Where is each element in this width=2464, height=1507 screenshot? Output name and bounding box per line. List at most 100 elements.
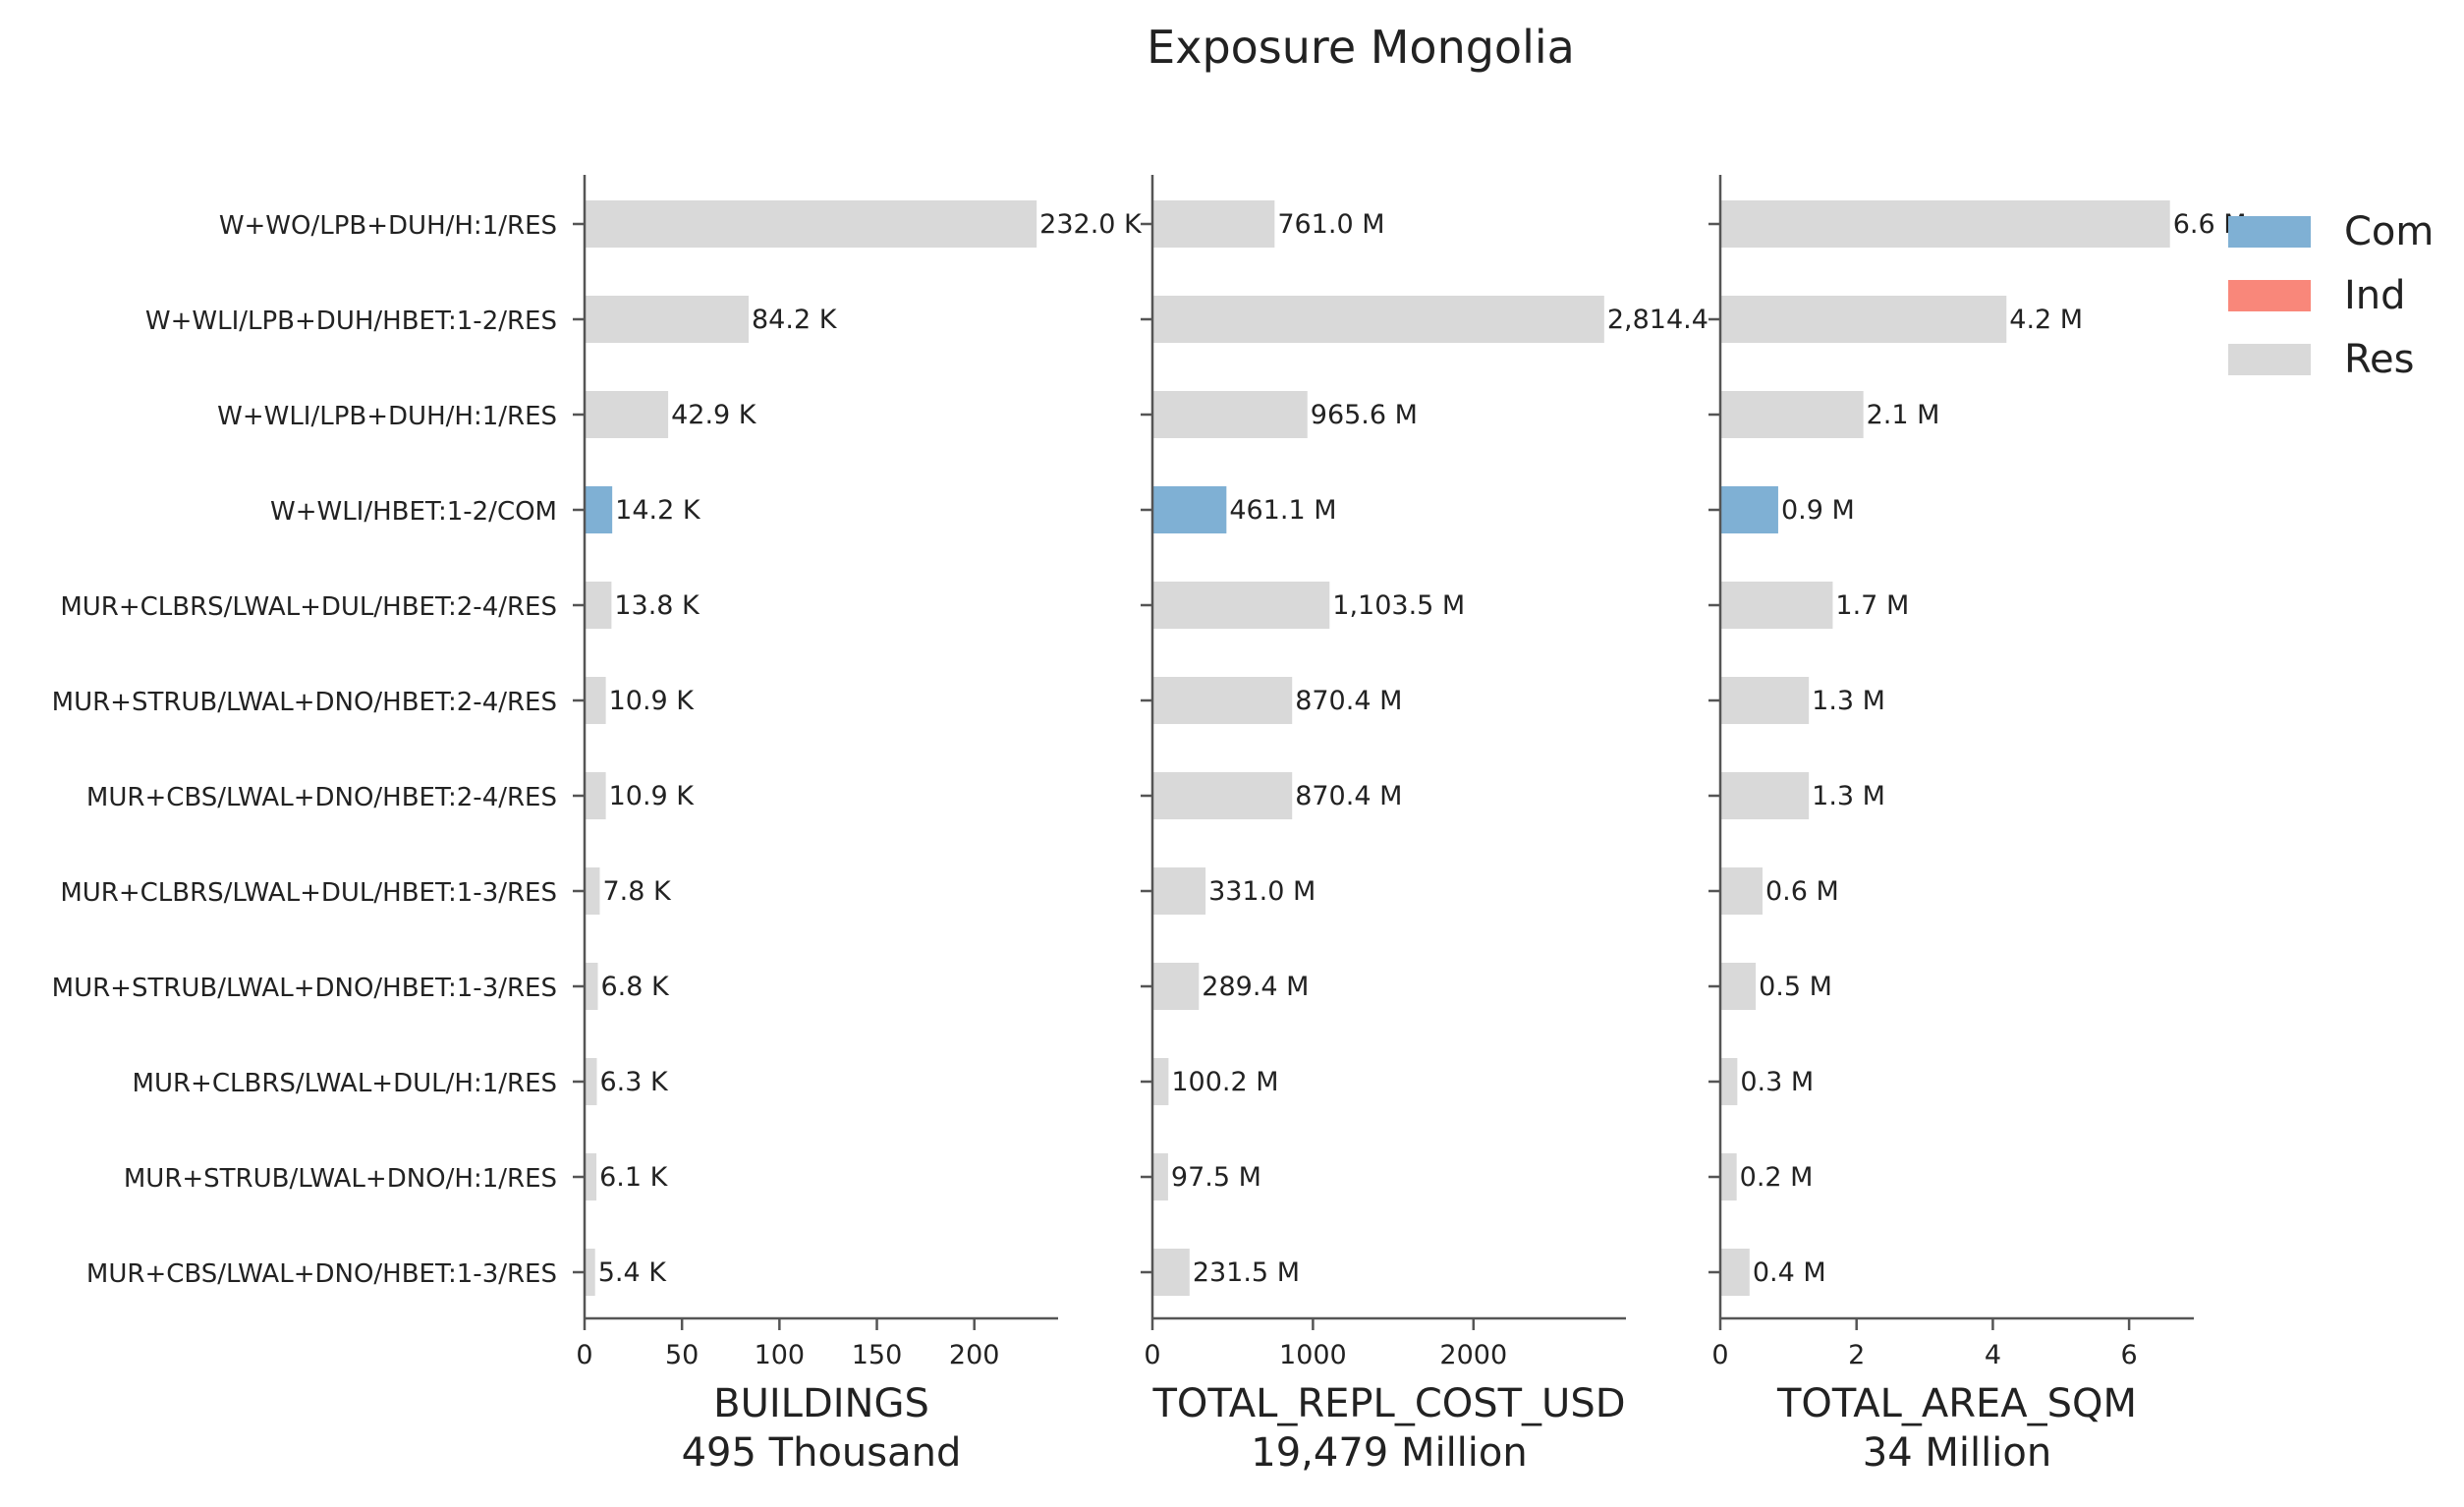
value-label: 97.5 M: [1171, 1162, 1261, 1193]
bar: [1152, 867, 1206, 915]
x-axis-label: TOTAL_REPL_COST_USD: [1151, 1381, 1625, 1426]
bar: [1720, 772, 1810, 819]
bar: [1152, 391, 1308, 438]
bar: [1152, 486, 1227, 533]
panel-1: 232.0 K 84.2 K 42.9 K 14.2 K 13.8 K 10.9 K 10.…: [573, 175, 1143, 1476]
legend-label: Com: [2344, 209, 2434, 254]
value-label: 2.1 M: [1867, 400, 1940, 430]
value-label: 6.8 K: [600, 972, 670, 1002]
value-label: 331.0 M: [1208, 876, 1316, 907]
value-label: 6.3 K: [599, 1067, 669, 1097]
value-label: 13.8 K: [614, 590, 700, 621]
x-tick-label: 100: [755, 1340, 806, 1370]
x-tick-label: 2: [1848, 1340, 1865, 1370]
bar: [1152, 200, 1275, 248]
legend-swatch: [2228, 216, 2311, 248]
category-label: MUR+CBS/LWAL+DNO/HBET:2-4/RES: [86, 783, 557, 812]
bar: [585, 963, 598, 1010]
legend-label: Ind: [2344, 273, 2406, 318]
bar: [1720, 296, 2007, 343]
category-label: MUR+CLBRS/LWAL+DUL/HBET:2-4/RES: [60, 592, 557, 622]
bar: [585, 200, 1037, 248]
x-axis-label: TOTAL_AREA_SQM: [1776, 1381, 2137, 1426]
x-tick-label: 2000: [1439, 1340, 1507, 1370]
bar: [585, 582, 612, 629]
value-label: 7.8 K: [602, 876, 672, 907]
bar: [585, 391, 669, 438]
bar: [1720, 200, 2170, 248]
bar: [1152, 296, 1604, 343]
bar: [1720, 867, 1763, 915]
x-tick-label: 0: [1144, 1340, 1160, 1370]
value-label: 0.3 M: [1740, 1067, 1814, 1097]
legend-swatch: [2228, 280, 2311, 311]
x-tick-label: 6: [2121, 1340, 2138, 1370]
bar: [1720, 677, 1810, 724]
value-label: 0.6 M: [1765, 876, 1839, 907]
bar: [1720, 1249, 1750, 1296]
value-label: 42.9 K: [671, 400, 757, 430]
total-label: 495 Thousand: [682, 1430, 962, 1476]
bar: [1720, 1058, 1738, 1105]
bar: [1152, 1058, 1169, 1105]
value-label: 232.0 K: [1039, 209, 1143, 240]
category-label: MUR+CBS/LWAL+DNO/HBET:1-3/RES: [86, 1259, 557, 1289]
bar: [1152, 1249, 1190, 1296]
value-label: 1.3 M: [1812, 781, 1885, 811]
value-label: 0.5 M: [1759, 972, 1832, 1002]
chart-title: Exposure Mongolia: [1147, 21, 1575, 74]
legend-swatch: [2228, 344, 2311, 375]
value-label: 1,103.5 M: [1332, 590, 1465, 621]
x-tick-label: 0: [576, 1340, 592, 1370]
bar: [585, 772, 606, 819]
value-label: 231.5 M: [1193, 1257, 1300, 1288]
category-label: MUR+CLBRS/LWAL+DUL/H:1/RES: [133, 1069, 557, 1098]
bar: [585, 1058, 597, 1105]
bar: [1152, 963, 1200, 1010]
value-label: 870.4 M: [1295, 781, 1402, 811]
bar: [1720, 963, 1757, 1010]
value-label: 965.6 M: [1311, 400, 1418, 430]
category-label: MUR+STRUB/LWAL+DNO/HBET:1-3/RES: [52, 974, 557, 1003]
legend-label: Res: [2344, 337, 2414, 382]
category-label: MUR+CLBRS/LWAL+DUL/HBET:1-3/RES: [60, 878, 557, 908]
bar: [1152, 677, 1293, 724]
value-label: 14.2 K: [615, 495, 701, 526]
category-label: W+WLI/LPB+DUH/H:1/RES: [217, 402, 557, 431]
bar: [585, 867, 600, 915]
bar: [585, 1153, 597, 1200]
value-label: 289.4 M: [1202, 972, 1309, 1002]
bar: [585, 296, 750, 343]
value-label: 761.0 M: [1277, 209, 1384, 240]
bar: [585, 486, 613, 533]
total-label: 19,479 Million: [1251, 1430, 1527, 1476]
total-label: 34 Million: [1863, 1430, 2051, 1476]
value-label: 4.2 M: [2009, 305, 2083, 335]
legend: Com Ind Res: [2228, 209, 2434, 382]
panel-3: 6.6 M4.2 M2.1 M0.9 M1.7 M1.3 M1.3 M0.6 M…: [1708, 175, 2247, 1476]
x-tick-label: 1000: [1279, 1340, 1347, 1370]
category-label: W+WLI/HBET:1-2/COM: [270, 497, 557, 527]
panels: W+WO/LPB+DUH/H:1/RES W+WLI/LPB+DUH/HBET:1…: [52, 175, 2247, 1476]
value-label: 5.4 K: [598, 1257, 668, 1288]
bar: [1720, 582, 1833, 629]
bar: [1720, 486, 1778, 533]
x-axis-label: BUILDINGS: [713, 1381, 929, 1426]
value-label: 870.4 M: [1295, 686, 1402, 716]
bar: [1720, 1153, 1737, 1200]
bar: [585, 1249, 595, 1296]
value-label: 0.4 M: [1753, 1257, 1826, 1288]
value-label: 6.1 K: [599, 1162, 669, 1193]
x-tick-label: 50: [665, 1340, 699, 1370]
value-label: 10.9 K: [609, 686, 696, 716]
value-label: 0.9 M: [1781, 495, 1855, 526]
category-label: MUR+STRUB/LWAL+DNO/HBET:2-4/RES: [52, 688, 557, 717]
value-label: 1.3 M: [1812, 686, 1885, 716]
value-label: 1.7 M: [1835, 590, 1909, 621]
bar: [1720, 391, 1864, 438]
bar: [1152, 1153, 1168, 1200]
x-tick-label: 200: [949, 1340, 1000, 1370]
bar: [585, 677, 606, 724]
x-tick-label: 4: [1985, 1340, 2001, 1370]
